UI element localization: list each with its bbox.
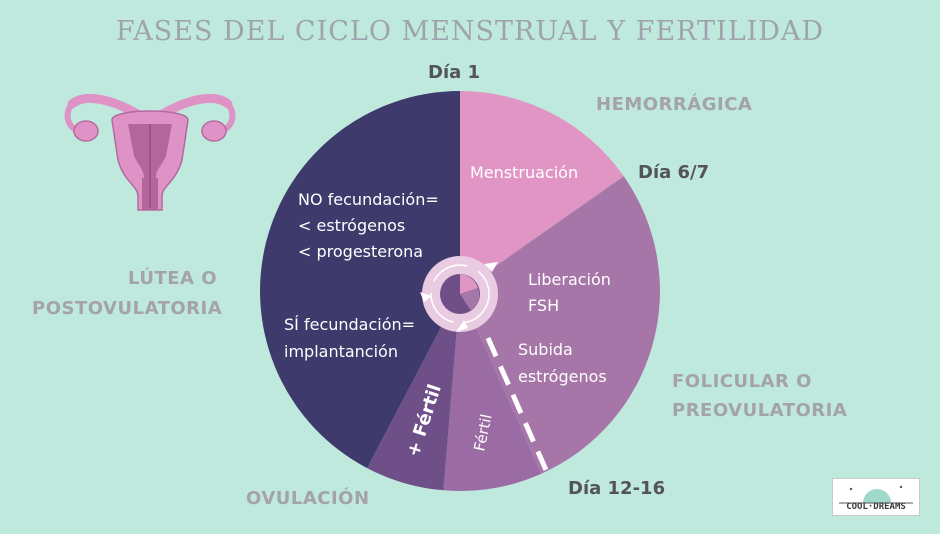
phase-label-lutea-line1: LÚTEA O	[128, 268, 218, 289]
phase-label-lutea-line2: POSTOVULATORIA	[32, 298, 223, 319]
phase-label-folicular-line2: PREOVULATORIA	[672, 400, 848, 421]
si-fecundacion-line1: SÍ fecundación=	[284, 315, 415, 334]
logo-moon-icon	[839, 485, 913, 504]
liberacion-label-line2: FSH	[528, 296, 559, 315]
segment-fertile	[443, 291, 542, 491]
cool-dreams-logo: COOL·DREAMS	[832, 478, 920, 516]
day-6-7-label: Día 6/7	[638, 162, 710, 183]
segment-luteal	[260, 91, 460, 469]
menstruation-label: Menstruación	[470, 163, 578, 182]
phase-label-ovulacion: OVULACIÓN	[246, 488, 370, 509]
day-12-16-label: Día 12-16	[568, 478, 666, 499]
no-fecundacion-line3: < progesterona	[298, 242, 423, 261]
page-title: FASES DEL CICLO MENSTRUAL Y FERTILIDAD	[115, 16, 825, 47]
subida-label-line2: estrógenos	[518, 367, 607, 386]
si-fecundacion-line2: implantanción	[284, 342, 398, 361]
liberacion-label-line1: Liberación	[528, 270, 611, 289]
segment-menstruation	[460, 91, 624, 291]
phase-label-folicular-line1: FOLICULAR O	[672, 371, 812, 392]
cycle-arrows-icon	[420, 256, 498, 332]
no-fecundacion-line2: < estrógenos	[298, 216, 405, 235]
phase-label-hemorragica: HEMORRÁGICA	[596, 94, 753, 115]
no-fecundacion-line1: NO fecundación=	[298, 190, 439, 209]
segment-follicular	[460, 176, 660, 474]
logo-text: COOL·DREAMS	[846, 502, 906, 512]
segment-most-fertile	[367, 291, 460, 491]
ovulation-dashed-line	[485, 336, 549, 472]
subida-label-line1: Subida	[518, 340, 573, 359]
uterus-icon	[64, 93, 236, 211]
day-1-label: Día 1	[428, 62, 481, 83]
